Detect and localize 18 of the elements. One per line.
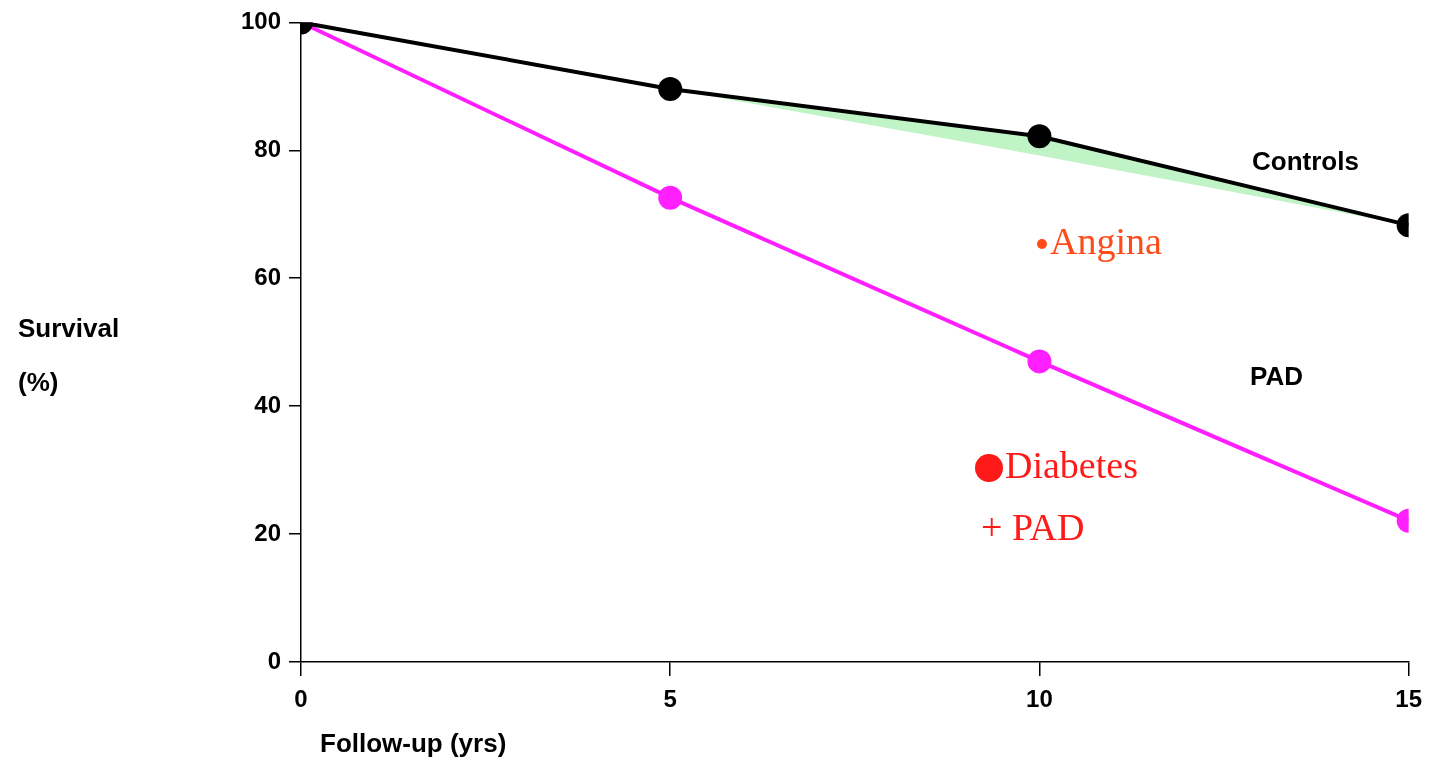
y-axis-title: Survival (%)	[18, 313, 120, 398]
y-tick-label: 0	[267, 646, 281, 674]
x-axis-title: Follow-up (yrs)	[320, 728, 507, 759]
y-tick-label: 20	[254, 518, 281, 546]
x-tick-label: 15	[1395, 685, 1422, 713]
y-tick-label: 80	[254, 134, 281, 162]
series-label: Controls	[1252, 146, 1359, 177]
x-tick-label: 5	[663, 685, 677, 713]
annotation: PAD	[1250, 361, 1303, 392]
annotation: Angina	[1050, 219, 1162, 262]
y-tick-label: 40	[254, 390, 281, 418]
y-tick-label: 60	[254, 262, 281, 290]
point	[658, 185, 683, 210]
series-label: Diabetes + PAD	[981, 443, 1138, 548]
y-tick-label: 100	[240, 7, 281, 35]
x-tick-label: 10	[1026, 685, 1053, 713]
x-tick-label: 0	[294, 685, 308, 713]
point	[658, 76, 683, 101]
